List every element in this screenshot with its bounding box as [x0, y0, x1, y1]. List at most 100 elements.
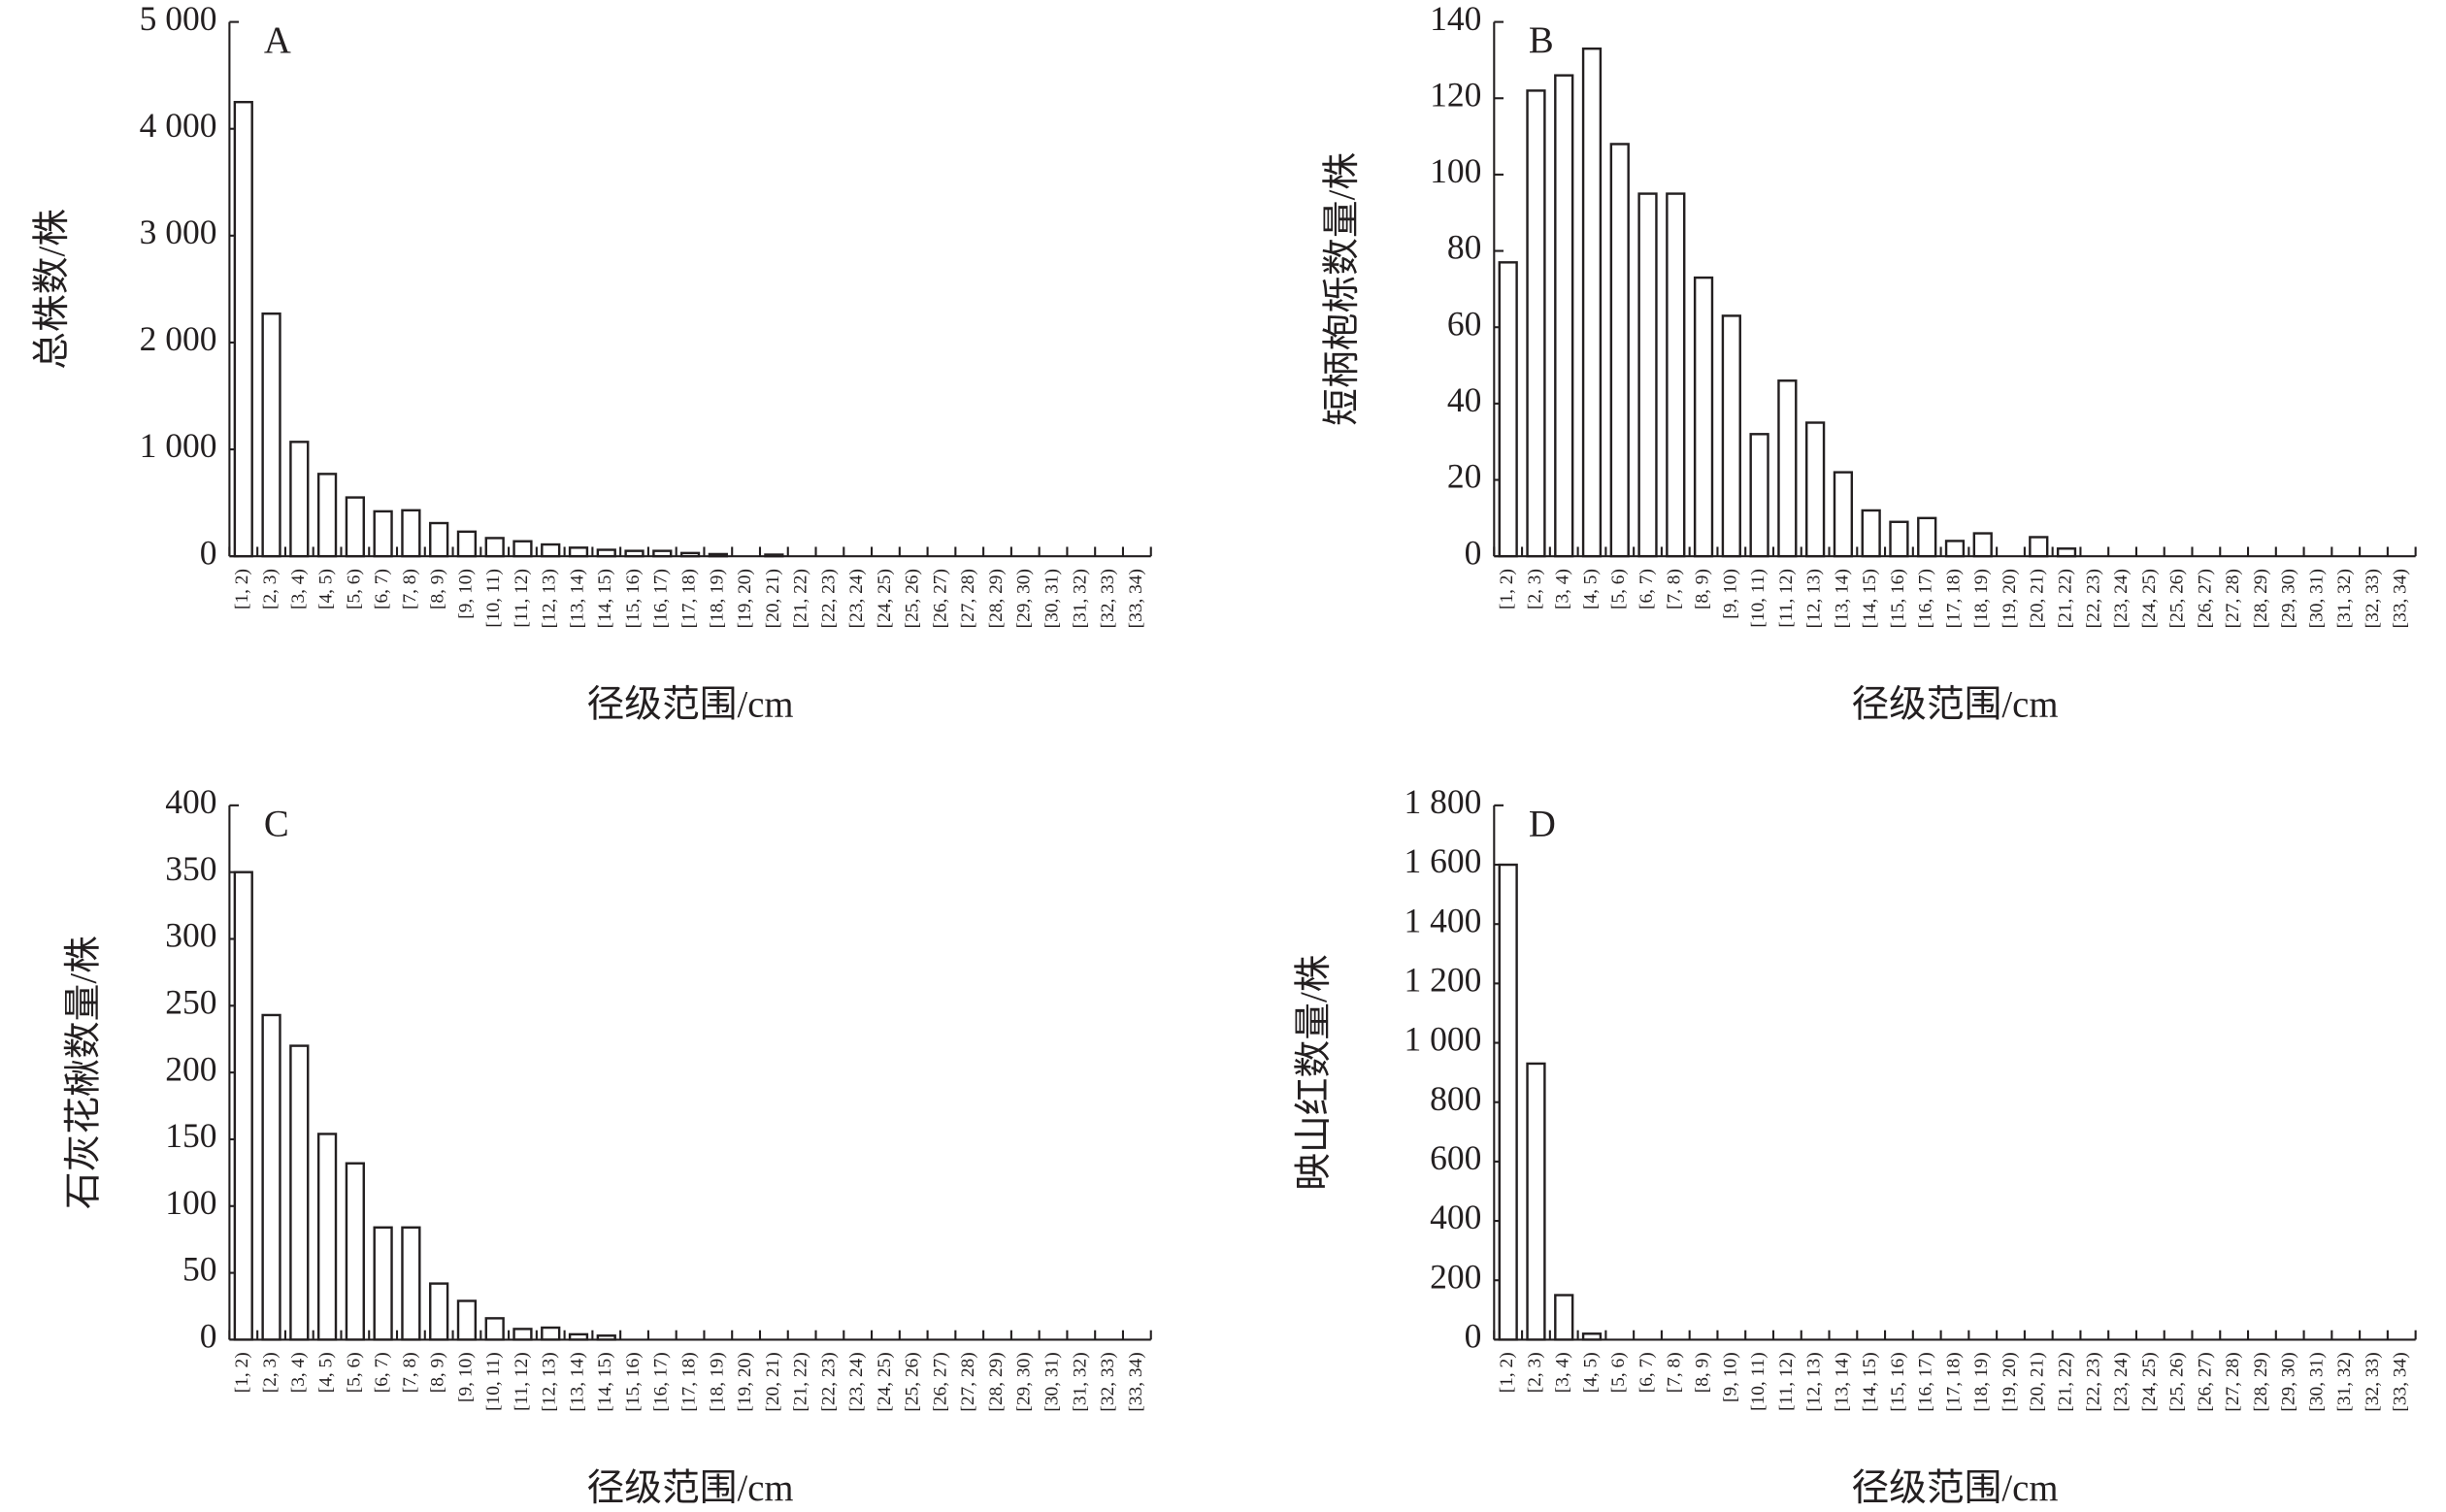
y-tick-label: 20 [1447, 457, 1482, 496]
bar [1749, 433, 1769, 558]
x-tick-label: [32, 33) [2363, 569, 2383, 628]
x-tick-label: [23, 24) [2111, 1352, 2132, 1411]
bar [233, 100, 253, 558]
x-tick-label: [23, 24) [2111, 569, 2132, 628]
x-tick-label: [30, 31) [2306, 569, 2327, 628]
bar [1581, 47, 1603, 558]
x-tick-label: [26, 27) [930, 569, 950, 628]
bar [289, 441, 310, 558]
bar [596, 548, 616, 558]
x-tick-label: [8, 9) [1693, 569, 1713, 609]
y-tick-label: 3 000 [140, 213, 217, 251]
bar [568, 1332, 589, 1341]
y-tick-label: 350 [165, 849, 216, 888]
x-axis-title: 径级范围/cm [587, 684, 794, 726]
x-tick-label: [6, 7) [372, 1352, 392, 1393]
panel-label: B [1529, 19, 1554, 61]
y-tick-label: 600 [1430, 1138, 1481, 1177]
x-tick-label: [16, 17) [1916, 1352, 1936, 1411]
panel: 0 200 400 600 800 1 000 1 200 1 400 1 600 1 800 [1… [1293, 782, 2417, 1509]
x-tick-label: [31, 32) [1070, 1352, 1090, 1411]
x-tick-label: [31, 32) [2334, 1352, 2355, 1411]
x-tick-label: [16, 17) [651, 569, 672, 628]
x-tick-label: [14, 15) [595, 1352, 615, 1411]
x-tick-label: [2, 3) [1525, 569, 1545, 609]
x-tick-label: [16, 17) [1916, 569, 1936, 628]
x-tick-label: [22, 23) [2083, 569, 2103, 628]
bar [429, 1282, 449, 1341]
x-tick-label: [18, 19) [707, 1352, 727, 1411]
y-tick-label: 1 600 [1405, 841, 1482, 880]
x-tick-label: [14, 15) [1860, 569, 1880, 628]
x-tick-label: [29, 30) [1014, 569, 1035, 628]
y-tick-label: 0 [200, 1317, 217, 1356]
x-tick-label: [22, 23) [818, 1352, 839, 1411]
x-tick-label: [20, 21) [763, 569, 783, 628]
x-tick-label: [6, 7) [1636, 1352, 1657, 1393]
x-tick-label: [11, 12) [1776, 569, 1797, 628]
panel-label: D [1529, 803, 1556, 844]
x-tick-label: [25, 26) [2167, 569, 2188, 628]
x-tick-label: [9, 10) [455, 1352, 476, 1402]
x-tick-label: [8, 9) [1693, 1352, 1713, 1393]
y-tick-label: 100 [1430, 151, 1481, 190]
x-tick-label: [15, 16) [623, 1352, 644, 1411]
x-axis-title: 径级范围/cm [1851, 1467, 2058, 1509]
x-tick-label: [2, 3) [260, 1352, 281, 1393]
x-tick-label: [12, 13) [1804, 569, 1825, 628]
bar [512, 1328, 533, 1341]
x-tick-label: [20, 21) [2028, 569, 2048, 628]
bar [233, 871, 253, 1341]
x-tick-label: [8, 9) [428, 1352, 448, 1393]
x-tick-label: [12, 13) [1804, 1352, 1825, 1411]
x-tick-label: [2, 3) [260, 569, 281, 609]
y-tick-label: 250 [165, 982, 216, 1021]
x-tick-label: [24, 25) [2139, 1352, 2160, 1411]
x-tick-label: [4, 5) [1580, 1352, 1601, 1393]
x-tick-label: [21, 22) [791, 1352, 811, 1411]
bar [624, 549, 645, 558]
y-tick-label: 0 [1465, 1317, 1482, 1356]
y-tick-label: 140 [1430, 0, 1481, 38]
bar [345, 496, 365, 558]
x-tick-label: [26, 27) [2195, 569, 2215, 628]
x-tick-label: [19, 20) [2000, 1352, 2020, 1411]
x-tick-label: [13, 14) [567, 569, 587, 628]
bar [2029, 536, 2049, 558]
x-tick-label: [20, 21) [2028, 1352, 2048, 1411]
y-axis-title: 总株数/株 [31, 209, 73, 370]
bar [1666, 192, 1686, 558]
y-tick-label: 1 200 [1405, 961, 1482, 1000]
x-tick-label: [6, 7) [1636, 569, 1657, 609]
bar [401, 509, 421, 558]
x-tick-label: [17, 18) [679, 569, 700, 628]
y-axis-title: 石灰花楸数量/株 [62, 936, 104, 1209]
x-tick-label: [18, 19) [1971, 1352, 1992, 1411]
x-tick-label: [1, 2) [232, 569, 252, 609]
x-tick-label: [13, 14) [1832, 1352, 1852, 1411]
x-tick-label: [13, 14) [1832, 569, 1852, 628]
bar [1972, 532, 1993, 558]
x-tick-label: [8, 9) [428, 569, 448, 609]
bar [484, 1317, 505, 1341]
bar [541, 1326, 561, 1341]
bar [1554, 1294, 1574, 1341]
x-tick-label: [33, 34) [2391, 1352, 2411, 1411]
y-tick-label: 400 [1430, 1198, 1481, 1236]
panel: 0 50 100 150 200 250 300 350 400 [1, 2) [2, 3) [3, … [62, 782, 1152, 1509]
y-tick-label: 120 [1430, 75, 1481, 114]
x-tick-label: [10, 11) [1748, 1352, 1768, 1411]
x-tick-label: [7, 8) [400, 569, 420, 609]
bar [568, 546, 589, 558]
x-tick-label: [15, 16) [1888, 1352, 1908, 1411]
x-tick-label: [17, 18) [1943, 1352, 1964, 1411]
x-tick-label: [10, 11) [1748, 569, 1768, 628]
x-tick-label: [33, 34) [1126, 569, 1146, 628]
bar [316, 1133, 338, 1341]
x-tick-label: [18, 19) [707, 569, 727, 628]
x-tick-label: [10, 11) [483, 569, 504, 628]
x-tick-label: [30, 31) [1041, 1352, 1062, 1411]
bar [1777, 379, 1798, 558]
bar [1581, 1332, 1603, 1341]
